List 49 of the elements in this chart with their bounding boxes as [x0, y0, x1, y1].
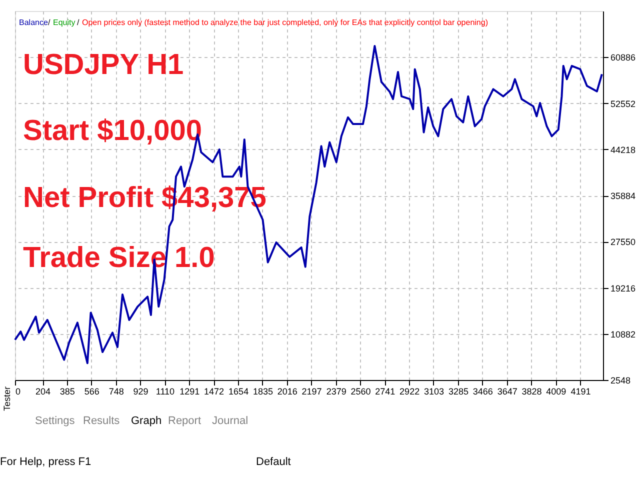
x-tick-label: 748: [108, 386, 124, 396]
annotation: Start $10,000: [23, 115, 202, 147]
y-tick-label: 44218: [610, 144, 636, 155]
line-series: [14, 44, 603, 364]
x-tick-label: 929: [133, 386, 148, 396]
y-tick-label: 27550: [610, 237, 636, 248]
y-tick-label: 52552: [610, 98, 636, 109]
x-tick-label: 1110: [156, 386, 175, 396]
x-tick-label: 204: [35, 386, 51, 396]
y-tick-label: 35884: [610, 191, 636, 201]
y-tick-label: 10882: [610, 329, 636, 340]
x-tick-label: 1472: [204, 386, 224, 396]
x-tick-label: 2741: [375, 386, 396, 396]
x-tick-label: 4009: [546, 386, 566, 396]
text: Balance: [19, 18, 48, 27]
x-tick-label: 3285: [448, 386, 469, 396]
x-tick-label: 1835: [252, 386, 273, 396]
text: Report: [168, 415, 202, 427]
x-tick-label: 3466: [472, 386, 493, 396]
text: Journal: [212, 415, 248, 427]
annotation: Trade Size 1.0: [23, 242, 215, 274]
x-tick-label: 1654: [228, 386, 249, 396]
x-tick-label: 2379: [326, 386, 346, 396]
x-tick-label: 3828: [522, 386, 542, 396]
x-tick-label: 4191: [570, 386, 591, 396]
y-tick-label: 60886: [610, 52, 636, 63]
x-tick-label: 1291: [180, 386, 200, 396]
annotation: Equity: [53, 18, 76, 27]
x-tick-label: 2560: [350, 386, 371, 396]
annotation: /: [77, 18, 80, 27]
x-tick-label: 2922: [400, 386, 420, 396]
x-tick-label: 3647: [497, 386, 518, 396]
text: Settings: [35, 415, 76, 427]
text: Tester: [2, 386, 12, 411]
y-tick-label: 2548: [610, 376, 631, 386]
x-tick-label: 2016: [277, 386, 298, 396]
text: Results: [83, 415, 120, 427]
annotation: USDJPY H1: [23, 49, 184, 81]
text: Default: [256, 456, 291, 468]
x-tick-label: 2197: [302, 386, 322, 396]
x-tick-label: 3103: [424, 386, 444, 396]
x-tick-label: 0: [16, 386, 21, 396]
annotation: Open prices only (fastest method to analyze the bar just completed, only for EAs that explicitly control bar opening): [82, 18, 488, 27]
y-tick-label: 19216: [610, 283, 636, 294]
text: Graph: [131, 415, 162, 427]
text: For Help, press F1: [0, 456, 92, 468]
x-tick-label: 385: [60, 386, 75, 396]
x-tick-label: 566: [84, 386, 100, 396]
annotation: /: [48, 18, 51, 27]
